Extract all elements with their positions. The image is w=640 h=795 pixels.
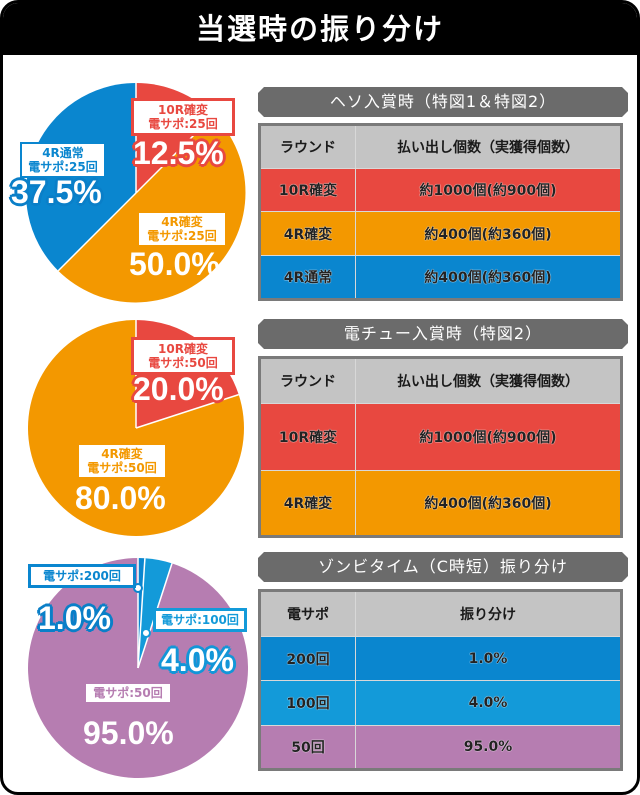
label-line1: 4R通常 bbox=[42, 146, 84, 160]
cell-densapo: 200回 bbox=[259, 636, 356, 681]
pie2-pct-4r-kakuhen: 80.0% bbox=[75, 480, 166, 516]
label-line1: 電サポ:200回 bbox=[43, 569, 121, 583]
pie1-label-10r: 10R確変 電サポ:25回 bbox=[131, 98, 235, 136]
pie3-pct-100kai: 4.0% bbox=[161, 642, 234, 678]
pie3-label-200kai: 電サポ:200回 bbox=[28, 564, 136, 588]
cell-furiwake: 1.0% bbox=[355, 636, 622, 681]
label-line1: 電サポ:100回 bbox=[161, 613, 239, 627]
label-line2: 電サポ:25回 bbox=[147, 229, 217, 243]
pie1-pct-10r: 12.5% bbox=[133, 135, 224, 171]
section-heso-heading: ヘソ入賞時（特図1＆特図2） bbox=[258, 87, 628, 117]
label-line2: 電サポ:50回 bbox=[87, 461, 157, 475]
label-line2: 電サポ:25回 bbox=[148, 117, 218, 131]
cell-furiwake: 95.0% bbox=[355, 725, 622, 770]
cell-round: 10R確変 bbox=[259, 403, 356, 471]
label-line1: 10R確変 bbox=[158, 342, 208, 356]
label-line1: 10R確変 bbox=[158, 103, 208, 117]
cell-densapo: 50回 bbox=[259, 725, 356, 770]
cell-furiwake: 4.0% bbox=[355, 680, 622, 726]
table-header-row: 電サポ 振り分け bbox=[259, 590, 622, 637]
col-densapo: 電サポ bbox=[259, 590, 356, 637]
table-heso: ラウンド 払い出し個数（実獲得個数） 10R確変 約1000個(約900個) 4… bbox=[258, 123, 623, 301]
pie1-label-4r-tsujo: 4R通常 電サポ:25回 bbox=[20, 142, 106, 178]
label-line1: 4R確変 bbox=[101, 447, 143, 461]
cell-payout: 約1000個(約900個) bbox=[355, 403, 622, 471]
slice-4r-kakuhen bbox=[28, 320, 244, 536]
table-header-row: ラウンド 払い出し個数（実獲得個数） bbox=[259, 124, 622, 169]
table-zombie-time: 電サポ 振り分け 200回 1.0% 100回 4.0% 50回 95.0% bbox=[258, 589, 623, 771]
label-line1: 4R確変 bbox=[161, 215, 203, 229]
pie1-pct-4r-kakuhen: 50.0% bbox=[129, 246, 220, 282]
table-row: 100回 4.0% bbox=[259, 680, 622, 726]
table-row: 10R確変 約1000個(約900個) bbox=[259, 403, 622, 471]
pie2-label-4r-kakuhen: 4R確変 電サポ:50回 bbox=[79, 445, 165, 477]
cell-payout: 約400個(約360個) bbox=[355, 470, 622, 537]
pie2-label-10r: 10R確変 電サポ:50回 bbox=[131, 337, 235, 375]
slice-4r-kakuhen bbox=[58, 115, 246, 303]
pie1-label-4r-kakuhen: 4R確変 電サポ:25回 bbox=[139, 213, 225, 245]
table-row: 4R確変 約400個(約360個) bbox=[259, 470, 622, 537]
cell-round: 4R確変 bbox=[259, 211, 356, 256]
col-round: ラウンド bbox=[259, 357, 356, 404]
cell-payout: 約400個(約360個) bbox=[355, 255, 622, 300]
pie3-pct-50kai: 95.0% bbox=[83, 715, 174, 751]
col-round: ラウンド bbox=[259, 124, 356, 169]
page-title: 当選時の振り分け bbox=[3, 3, 637, 55]
section-denchu-heading: 電チュー入賞時（特図2） bbox=[258, 319, 628, 349]
label-line2: 電サポ:50回 bbox=[148, 356, 218, 370]
pie3-pct-200kai: 1.0% bbox=[38, 600, 111, 636]
table-row: 4R通常 約400個(約360個) bbox=[259, 255, 622, 300]
cell-round: 4R確変 bbox=[259, 470, 356, 537]
pie3-label-50kai: 電サポ:50回 bbox=[86, 684, 170, 702]
label-line2: 電サポ:25回 bbox=[28, 160, 98, 174]
table-row: 200回 1.0% bbox=[259, 636, 622, 681]
cell-round: 10R確変 bbox=[259, 168, 356, 212]
col-payout: 払い出し個数（実獲得個数） bbox=[355, 124, 622, 169]
cell-payout: 約400個(約360個) bbox=[355, 211, 622, 256]
table-row: 10R確変 約1000個(約900個) bbox=[259, 168, 622, 212]
table-header-row: ラウンド 払い出し個数（実獲得個数） bbox=[259, 357, 622, 404]
col-furiwake: 振り分け bbox=[355, 590, 622, 637]
pie2-pct-10r: 20.0% bbox=[133, 371, 224, 407]
pie1-pct-4r-tsujo: 37.5% bbox=[11, 174, 102, 210]
cell-round: 4R通常 bbox=[259, 255, 356, 300]
col-payout: 払い出し個数（実獲得個数） bbox=[355, 357, 622, 404]
section-zombie-heading: ゾンビタイム（C時短）振り分け bbox=[258, 552, 628, 582]
label-line1: 電サポ:50回 bbox=[93, 686, 163, 700]
cell-payout: 約1000個(約900個) bbox=[355, 168, 622, 212]
table-row: 50回 95.0% bbox=[259, 725, 622, 770]
table-row: 4R確変 約400個(約360個) bbox=[259, 211, 622, 256]
table-denchu: ラウンド 払い出し個数（実獲得個数） 10R確変 約1000個(約900個) 4… bbox=[258, 356, 623, 538]
cell-densapo: 100回 bbox=[259, 680, 356, 726]
pie3-label-100kai: 電サポ:100回 bbox=[153, 608, 247, 632]
